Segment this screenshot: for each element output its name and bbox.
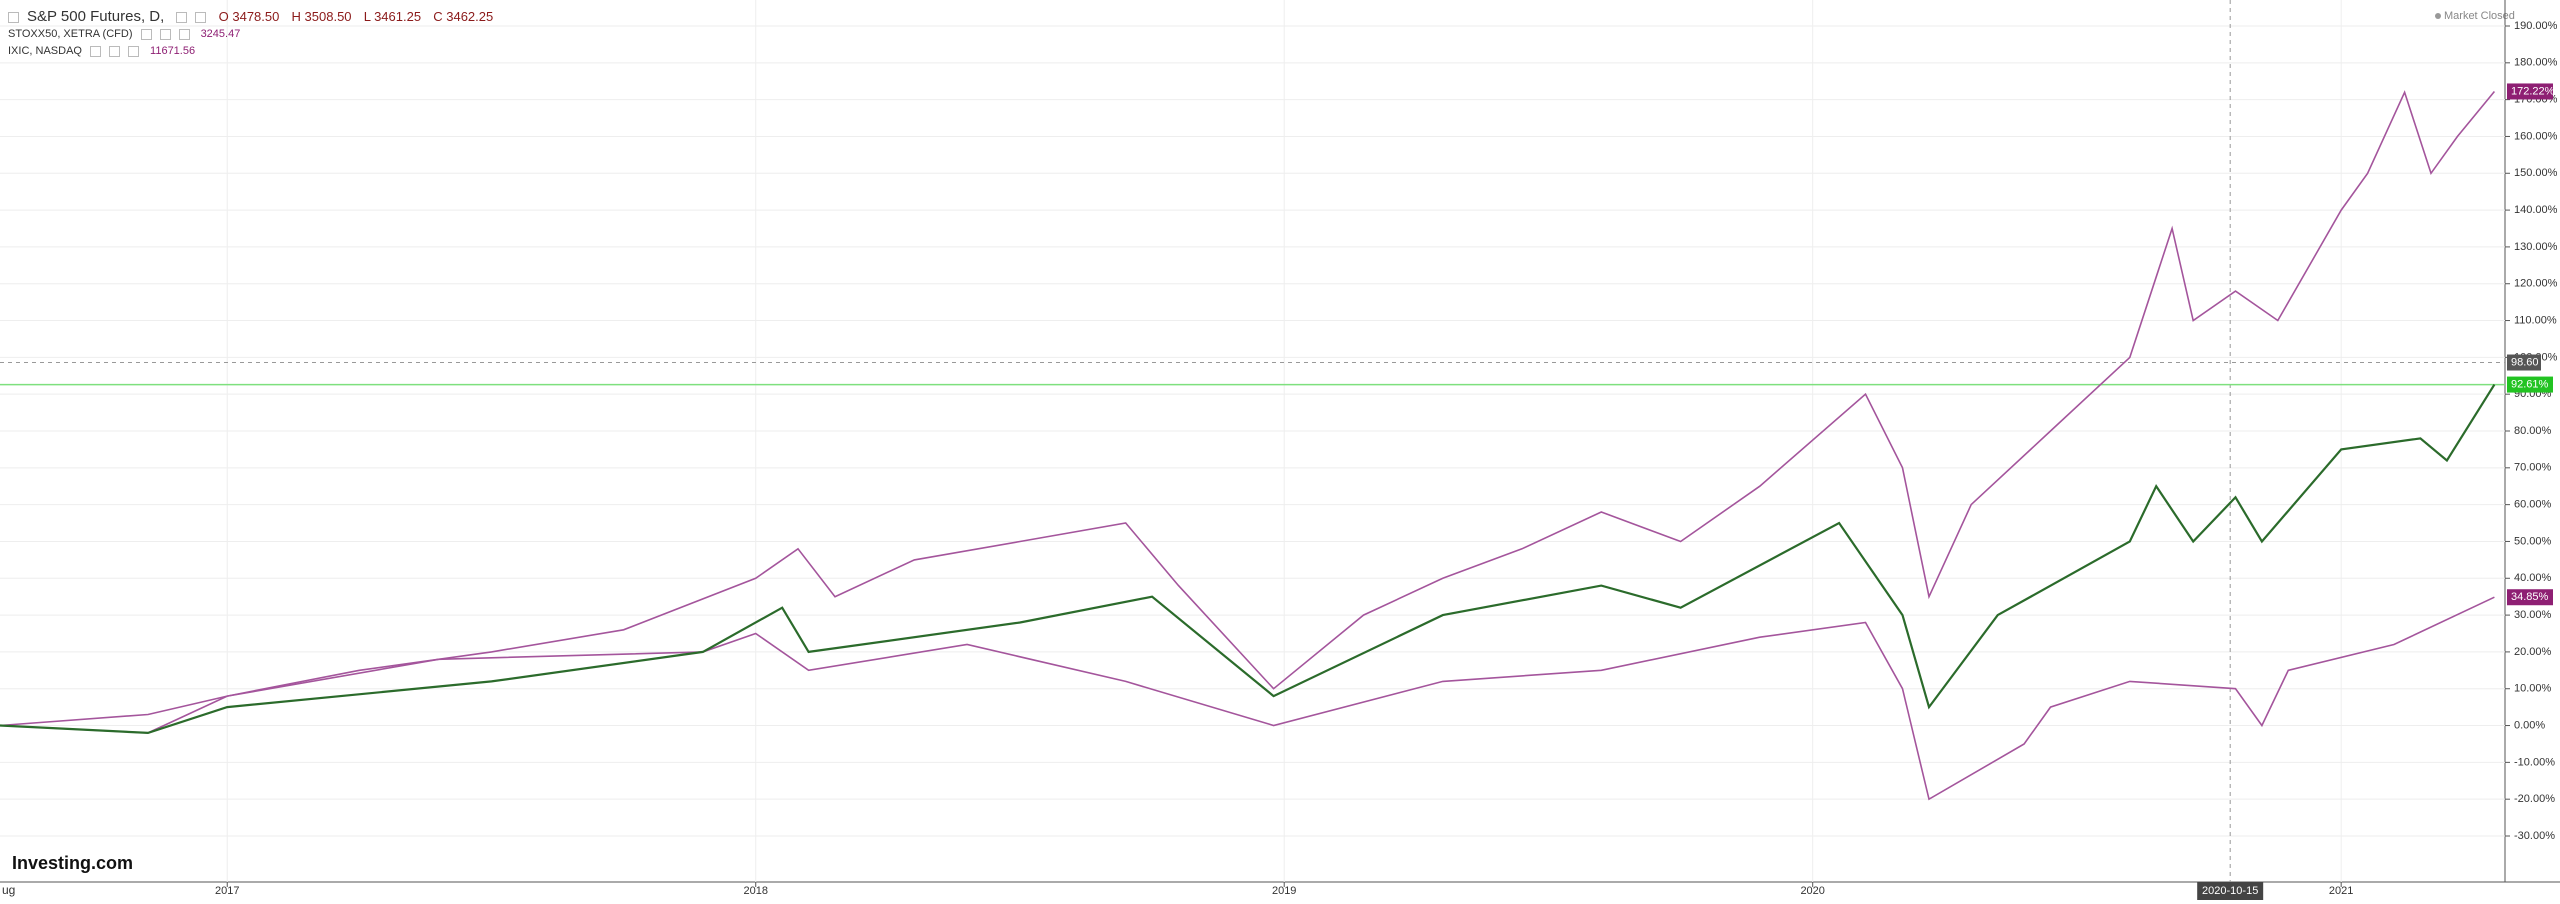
x-tick-label: 2020 [1800, 885, 1824, 897]
last-value-box [2507, 376, 2553, 393]
y-tick-label: 20.00% [2514, 646, 2552, 658]
overlay-value: 11671.56 [150, 45, 196, 57]
y-tick-label: 30.00% [2514, 609, 2552, 621]
overlay-name: STOXX50, XETRA (CFD) [8, 28, 133, 40]
market-status: Market Closed [2444, 10, 2515, 22]
y-tick-label: -20.00% [2514, 793, 2555, 805]
y-tick-label: -30.00% [2514, 830, 2555, 842]
low: L 3461.25 [363, 9, 422, 24]
y-tick-label: 110.00% [2514, 314, 2557, 326]
y-tick-label: 190.00% [2514, 20, 2558, 32]
x-tick-label: 2021 [2329, 885, 2353, 897]
close: C 3462.25 [433, 9, 494, 24]
y-tick-label: 60.00% [2514, 499, 2552, 511]
x-tick-label: 2019 [1272, 885, 1296, 897]
y-tick-label: 10.00% [2514, 683, 2552, 695]
series-line [0, 90, 2496, 727]
symbol: S&P 500 Futures, D, [27, 8, 165, 25]
logo: Investing.com [12, 853, 133, 873]
y-tick-label: 160.00% [2514, 130, 2558, 142]
crosshair-y-label: 98.60 [2511, 356, 2539, 368]
last-value-box [2507, 83, 2553, 100]
status-dot [2435, 13, 2441, 19]
y-tick-label: 0.00% [2514, 719, 2545, 731]
y-tick-label: -10.00% [2514, 756, 2555, 768]
y-tick-label: 140.00% [2514, 204, 2558, 216]
crosshair-y-box [2507, 354, 2541, 371]
overlay-0: STOXX50, XETRA (CFD) 3245.47 [8, 28, 248, 40]
open: O 3478.50 [218, 9, 280, 24]
x-edge-label: ug [2, 883, 15, 897]
high: H 3508.50 [291, 9, 352, 24]
header-main: S&P 500 Futures, D, O 3478.50 H 3508.50 … [8, 8, 501, 25]
series-line [0, 596, 2495, 801]
x-tick-label: 2017 [215, 885, 239, 897]
y-tick-label: 50.00% [2514, 535, 2552, 547]
series-line [0, 384, 2496, 735]
last-value-box [2507, 589, 2553, 606]
last-value-label: 34.85% [2511, 591, 2549, 603]
y-tick-label: 180.00% [2514, 57, 2558, 69]
collapse-icon[interactable] [8, 11, 19, 23]
overlay-1: IXIC, NASDAQ 11671.56 [8, 45, 203, 57]
x-tick-label: 2018 [743, 885, 767, 897]
y-tick-label: 80.00% [2514, 425, 2552, 437]
crosshair-x-box [2197, 882, 2264, 900]
y-tick-label: 40.00% [2514, 572, 2552, 584]
y-tick-label: 150.00% [2514, 167, 2558, 179]
y-tick-label: 130.00% [2514, 241, 2558, 253]
y-tick-label: 70.00% [2514, 462, 2552, 474]
crosshair-x-label: 2020-10-15 [2202, 885, 2258, 897]
overlay-name: IXIC, NASDAQ [8, 45, 82, 57]
y-tick-label: 120.00% [2514, 278, 2558, 290]
last-value-label: 92.61% [2511, 378, 2549, 390]
last-value-label: 172.22% [2511, 85, 2555, 97]
overlay-value: 3245.47 [200, 28, 241, 40]
